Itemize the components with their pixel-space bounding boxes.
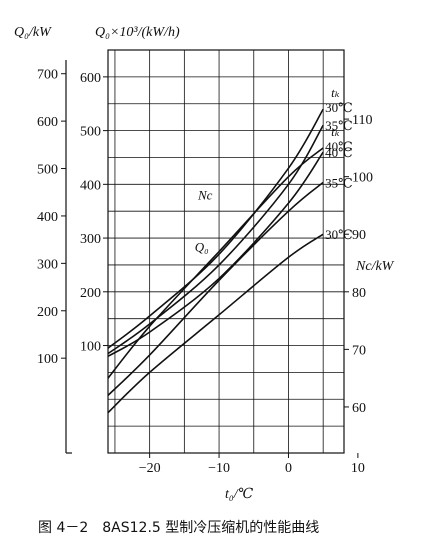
series-lines (107, 108, 324, 414)
left-y-tick-label: 200 (80, 286, 101, 301)
q0-series-label: 35℃ (325, 118, 353, 133)
q0-series-line (107, 108, 324, 349)
outer-y-tick-label: 600 (37, 115, 58, 130)
grid (108, 50, 344, 453)
nc-series-label: 40℃ (325, 139, 353, 154)
outer-y-tick-label: 700 (37, 68, 58, 83)
left-y-axis-title: Q₀×10³/(kW/h) (95, 25, 180, 40)
figure-caption: 图 4－2 8AS12.5 型制冷压缩机的性能曲线 (38, 520, 319, 536)
outer-y-tick-label: 100 (37, 352, 58, 367)
left-y-tick-label: 500 (80, 125, 101, 140)
nc-series-line (107, 181, 324, 396)
plot-frame (107, 49, 345, 454)
x-tick-label: −10 (208, 461, 230, 476)
nc-series-line (107, 233, 324, 414)
q0-condensing-label: tₖ (331, 85, 340, 100)
x-axis-title: t₀/℃ (225, 487, 254, 502)
left-y-tick-label: 600 (80, 71, 101, 86)
right-y-axis-title: Nc/kW (355, 259, 395, 274)
x-tick-label: 0 (285, 461, 292, 476)
left-y-tick-label: 400 (80, 178, 101, 193)
nc-series-line (107, 147, 324, 379)
right-y-tick-label: 110 (352, 113, 372, 128)
x-tick-label: 10 (351, 461, 365, 476)
nc-series-label: 30℃ (325, 227, 353, 242)
q0-series-label: 30℃ (325, 100, 353, 115)
outer-y-axis-title: Q₀/kW (14, 25, 52, 40)
right-y-tick-label: 60 (352, 401, 366, 416)
right-y-tick-label: 90 (352, 228, 366, 243)
right-y-tick-label: 100 (352, 171, 373, 186)
nc-condensing-label: tₖ (331, 124, 340, 139)
outer-y-tick-label: 500 (37, 163, 58, 178)
q0-series-label: 40℃ (325, 145, 353, 160)
outer-y-tick-label: 300 (37, 257, 58, 272)
outer-y-tick-label: 400 (37, 210, 58, 225)
nc-series-label: 35℃ (325, 175, 353, 190)
left-y-tick-label: 100 (80, 340, 101, 355)
q0-series-line (107, 124, 324, 355)
axes: −20 −10 0 10 100 200 300 400 500 600 100 200 300 400 5… (37, 49, 373, 476)
right-y-tick-label: 80 (352, 286, 366, 301)
x-tick-label: −20 (139, 461, 161, 476)
nc-group-label: Nc (197, 188, 213, 203)
outer-y-tick-label: 200 (37, 305, 58, 320)
q0-group-label: Q₀ (195, 240, 209, 255)
right-y-tick-label: 70 (352, 343, 366, 358)
left-y-tick-label: 300 (80, 232, 101, 247)
